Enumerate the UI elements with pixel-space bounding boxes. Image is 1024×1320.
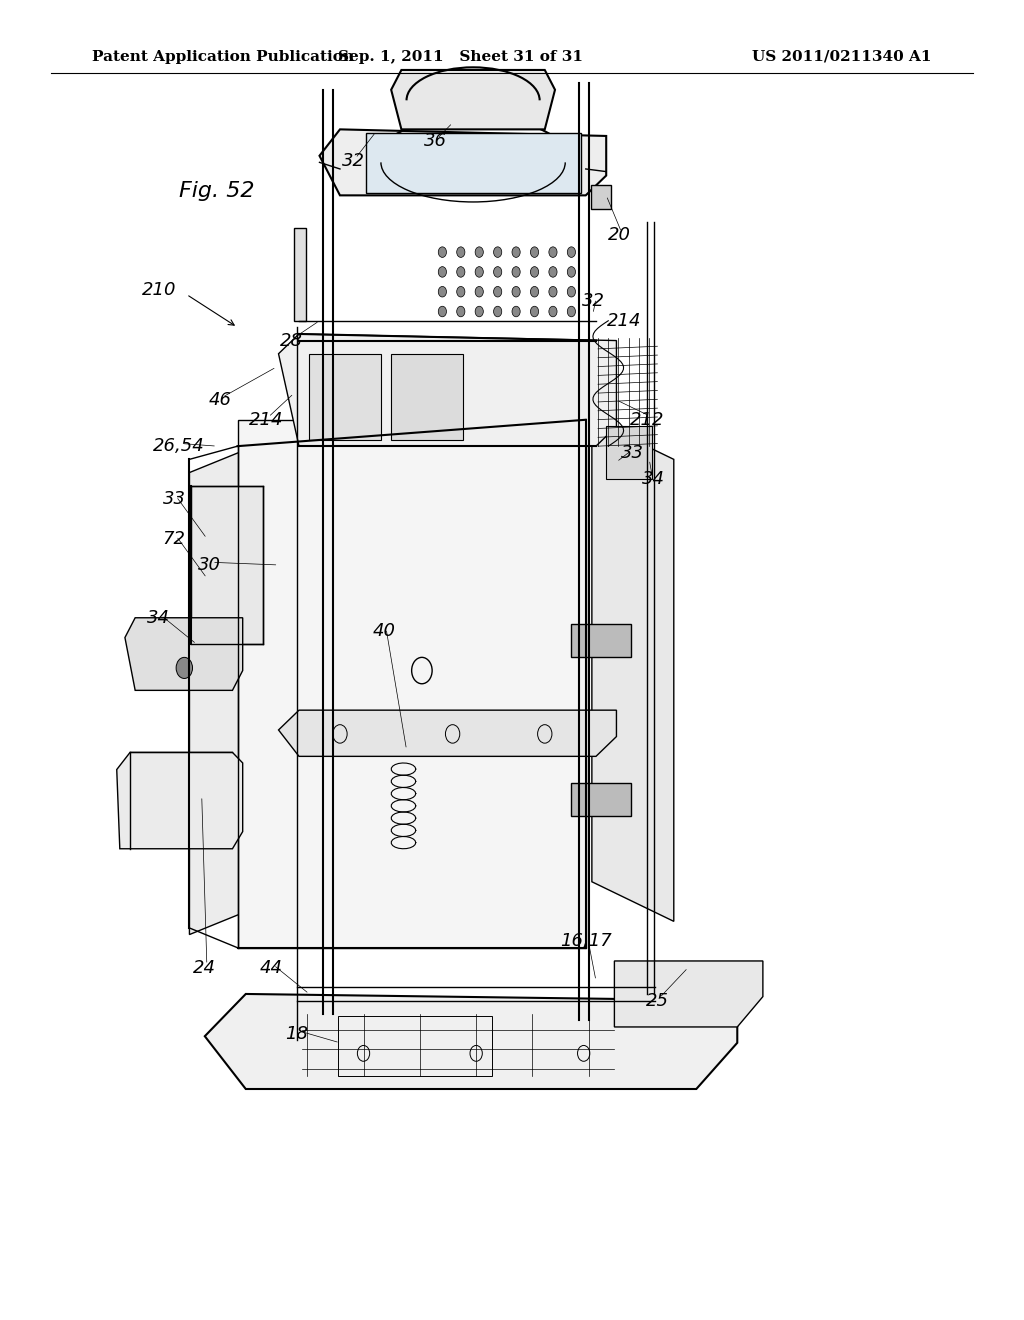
Bar xyxy=(571,624,631,657)
Circle shape xyxy=(457,286,465,297)
Text: 24: 24 xyxy=(194,958,216,977)
Bar xyxy=(366,133,581,193)
Text: 32: 32 xyxy=(342,152,365,170)
Text: 36: 36 xyxy=(424,132,446,150)
Text: 28: 28 xyxy=(281,331,303,350)
Circle shape xyxy=(494,267,502,277)
Polygon shape xyxy=(279,710,616,756)
Text: 40: 40 xyxy=(373,622,395,640)
Polygon shape xyxy=(191,486,263,644)
Text: 72: 72 xyxy=(163,529,185,548)
Text: Fig. 52: Fig. 52 xyxy=(179,181,255,202)
Text: 18: 18 xyxy=(286,1024,308,1043)
Text: 46: 46 xyxy=(209,391,231,409)
Circle shape xyxy=(567,286,575,297)
Text: 214: 214 xyxy=(249,411,284,429)
Circle shape xyxy=(176,657,193,678)
Circle shape xyxy=(494,247,502,257)
Circle shape xyxy=(512,286,520,297)
Text: 210: 210 xyxy=(141,281,176,300)
Circle shape xyxy=(457,306,465,317)
Circle shape xyxy=(438,267,446,277)
Polygon shape xyxy=(205,994,737,1089)
Circle shape xyxy=(567,306,575,317)
Circle shape xyxy=(530,286,539,297)
Circle shape xyxy=(438,306,446,317)
Circle shape xyxy=(457,267,465,277)
Circle shape xyxy=(530,247,539,257)
Polygon shape xyxy=(279,334,616,446)
Text: US 2011/0211340 A1: US 2011/0211340 A1 xyxy=(753,50,932,63)
Polygon shape xyxy=(238,420,586,948)
Text: 16,17: 16,17 xyxy=(560,932,611,950)
Text: 44: 44 xyxy=(260,958,283,977)
Bar xyxy=(606,426,652,479)
Circle shape xyxy=(530,267,539,277)
Text: 33: 33 xyxy=(622,444,644,462)
Text: 25: 25 xyxy=(646,991,669,1010)
Text: 212: 212 xyxy=(630,411,665,429)
Bar xyxy=(391,354,463,440)
Text: Patent Application Publication: Patent Application Publication xyxy=(92,50,354,63)
Polygon shape xyxy=(319,129,606,195)
Bar xyxy=(294,228,306,321)
Polygon shape xyxy=(117,752,243,849)
Text: 214: 214 xyxy=(607,312,642,330)
Text: 20: 20 xyxy=(608,226,631,244)
Bar xyxy=(571,783,631,816)
Polygon shape xyxy=(391,70,555,129)
Polygon shape xyxy=(189,420,319,935)
Polygon shape xyxy=(125,618,243,690)
Circle shape xyxy=(475,267,483,277)
Bar xyxy=(338,1016,492,1076)
Circle shape xyxy=(438,247,446,257)
Circle shape xyxy=(512,247,520,257)
Circle shape xyxy=(512,267,520,277)
Circle shape xyxy=(512,306,520,317)
Circle shape xyxy=(438,286,446,297)
Text: 34: 34 xyxy=(642,470,665,488)
Circle shape xyxy=(567,267,575,277)
Circle shape xyxy=(475,286,483,297)
Polygon shape xyxy=(592,420,674,921)
Polygon shape xyxy=(614,961,763,1027)
Circle shape xyxy=(549,286,557,297)
Text: 33: 33 xyxy=(163,490,185,508)
Circle shape xyxy=(494,306,502,317)
Circle shape xyxy=(549,247,557,257)
Text: 32: 32 xyxy=(583,292,605,310)
Circle shape xyxy=(530,306,539,317)
Bar xyxy=(309,354,381,440)
Text: Sep. 1, 2011   Sheet 31 of 31: Sep. 1, 2011 Sheet 31 of 31 xyxy=(338,50,584,63)
Circle shape xyxy=(475,306,483,317)
Circle shape xyxy=(567,247,575,257)
Circle shape xyxy=(494,286,502,297)
Circle shape xyxy=(549,267,557,277)
Bar xyxy=(591,185,611,209)
Circle shape xyxy=(549,306,557,317)
Text: 30: 30 xyxy=(199,556,221,574)
Text: 26,54: 26,54 xyxy=(154,437,205,455)
Circle shape xyxy=(457,247,465,257)
Text: 34: 34 xyxy=(147,609,170,627)
Circle shape xyxy=(475,247,483,257)
